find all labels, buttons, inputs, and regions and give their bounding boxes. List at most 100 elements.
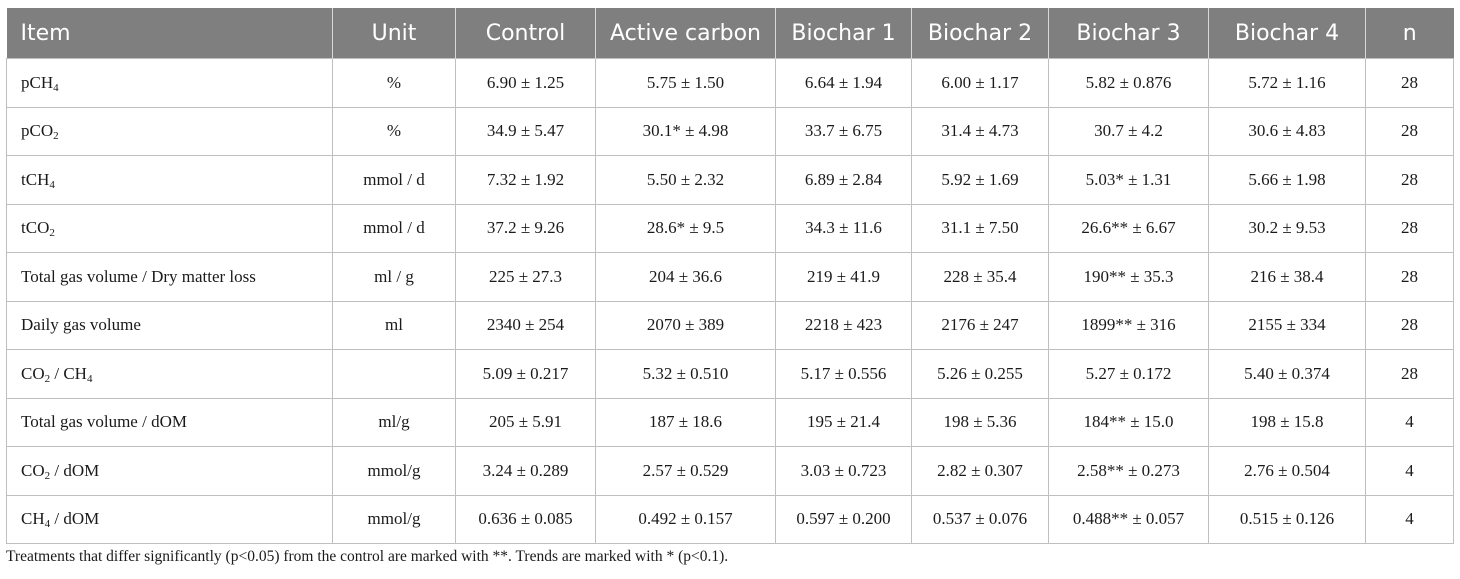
header-unit: Unit	[332, 8, 456, 59]
cell-value: 3.03 ± 0.723	[775, 446, 912, 496]
cell-value: 5.75 ± 1.50	[595, 58, 776, 108]
table-row: Total gas volume / dOM ml/g 205 ± 5.91 187 …	[6, 397, 1454, 447]
cell-value: 2340 ± 254	[455, 300, 596, 350]
cell-item: Total gas volume / dOM	[6, 397, 333, 447]
cell-value: 2.76 ± 0.504	[1208, 446, 1366, 496]
cell-value: 2155 ± 334	[1208, 300, 1366, 350]
cell-value: 30.7 ± 4.2	[1048, 106, 1209, 156]
cell-value: 2176 ± 247	[911, 300, 1049, 350]
cell-value: 6.00 ± 1.17	[911, 58, 1049, 108]
cell-item: CH4 / dOM	[6, 494, 333, 544]
cell-value: 5.50 ± 2.32	[595, 155, 776, 205]
cell-n: 4	[1365, 397, 1454, 447]
cell-item: Total gas volume / Dry matter loss	[6, 252, 333, 302]
cell-value: 5.66 ± 1.98	[1208, 155, 1366, 205]
cell-value: 30.6 ± 4.83	[1208, 106, 1366, 156]
item-text: / dOM	[50, 460, 100, 480]
header-biochar-1: Biochar 1	[775, 8, 912, 59]
item-subscript: 4	[44, 518, 51, 531]
cell-value: 1899** ± 316	[1048, 300, 1209, 350]
cell-value: 2218 ± 423	[775, 300, 912, 350]
cell-value: 2.58** ± 0.273	[1048, 446, 1209, 496]
item-text: CH	[29, 72, 54, 92]
cell-unit	[332, 349, 456, 399]
cell-value: 5.32 ± 0.510	[595, 349, 776, 399]
cell-n: 4	[1365, 446, 1454, 496]
item-subscript: 2	[44, 469, 51, 482]
cell-value: 195 ± 21.4	[775, 397, 912, 447]
header-row: Item Unit Control Active carbon Biochar …	[6, 8, 1454, 59]
cell-unit: ml	[332, 300, 456, 350]
cell-value: 228 ± 35.4	[911, 252, 1049, 302]
header-biochar-4: Biochar 4	[1208, 8, 1366, 59]
cell-value: 6.89 ± 2.84	[775, 155, 912, 205]
item-text: Total gas volume / Dry matter loss	[21, 266, 256, 286]
cell-n: 28	[1365, 300, 1454, 350]
cell-unit: mmol/g	[332, 494, 456, 544]
cell-value: 184** ± 15.0	[1048, 397, 1209, 447]
item-text: Total gas volume / dOM	[21, 412, 187, 432]
cell-item: pCH4	[6, 58, 333, 108]
cell-unit: %	[332, 58, 456, 108]
header-active-carbon: Active carbon	[595, 8, 776, 59]
item-text: CO	[21, 363, 45, 383]
item-text: CO	[25, 218, 50, 238]
cell-item: CO2 / CH4	[6, 349, 333, 399]
cell-unit: mmol / d	[332, 155, 456, 205]
item-subscript: 4	[49, 178, 55, 191]
cell-item: pCO2	[6, 106, 333, 156]
table-row: Total gas volume / Dry matter loss ml / g…	[6, 252, 1454, 302]
cell-item: Daily gas volume	[6, 300, 333, 350]
results-table: Item Unit Control Active carbon Biochar …	[6, 8, 1454, 544]
cell-n: 28	[1365, 155, 1454, 205]
cell-value: 205 ± 5.91	[455, 397, 596, 447]
item-text: t	[21, 218, 26, 238]
cell-value: 5.09 ± 0.217	[455, 349, 596, 399]
cell-value: 2.82 ± 0.307	[911, 446, 1049, 496]
cell-value: 187 ± 18.6	[595, 397, 776, 447]
item-text: / dOM	[50, 509, 100, 529]
cell-value: 28.6* ± 9.5	[595, 203, 776, 253]
cell-unit: ml/g	[332, 397, 456, 447]
cell-value: 5.27 ± 0.172	[1048, 349, 1209, 399]
cell-value: 204 ± 36.6	[595, 252, 776, 302]
cell-unit: ml / g	[332, 252, 456, 302]
header-biochar-2: Biochar 2	[911, 8, 1049, 59]
cell-value: 0.488** ± 0.057	[1048, 494, 1209, 544]
cell-value: 30.2 ± 9.53	[1208, 203, 1366, 253]
cell-value: 3.24 ± 0.289	[455, 446, 596, 496]
cell-value: 31.1 ± 7.50	[911, 203, 1049, 253]
item-text: / CH	[50, 363, 87, 383]
cell-value: 198 ± 5.36	[911, 397, 1049, 447]
cell-value: 34.9 ± 5.47	[455, 106, 596, 156]
cell-value: 219 ± 41.9	[775, 252, 912, 302]
cell-value: 34.3 ± 11.6	[775, 203, 912, 253]
cell-value: 5.17 ± 0.556	[775, 349, 912, 399]
cell-unit: %	[332, 106, 456, 156]
cell-unit: mmol/g	[332, 446, 456, 496]
table-footnote: Treatments that differ significantly (p<…	[6, 548, 729, 565]
cell-item: tCH4	[6, 155, 333, 205]
cell-value: 0.537 ± 0.076	[911, 494, 1049, 544]
cell-value: 6.90 ± 1.25	[455, 58, 596, 108]
header-control: Control	[455, 8, 596, 59]
item-text: Daily gas volume	[21, 315, 141, 335]
header-n: n	[1365, 8, 1454, 59]
cell-value: 5.26 ± 0.255	[911, 349, 1049, 399]
cell-n: 4	[1365, 494, 1454, 544]
item-text: CH	[21, 509, 45, 529]
table-row: pCH4% 6.90 ± 1.25 5.75 ± 1.50 6.64 ± 1.94 6.…	[6, 58, 1454, 108]
cell-value: 7.32 ± 1.92	[455, 155, 596, 205]
cell-value: 0.492 ± 0.157	[595, 494, 776, 544]
cell-item: tCO2	[6, 203, 333, 253]
item-subscript: 4	[86, 372, 93, 385]
item-subscript: 4	[53, 81, 59, 94]
cell-value: 30.1* ± 4.98	[595, 106, 776, 156]
cell-value: 31.4 ± 4.73	[911, 106, 1049, 156]
table-container: Item Unit Control Active carbon Biochar …	[6, 8, 1454, 544]
cell-value: 5.40 ± 0.374	[1208, 349, 1366, 399]
item-text: p	[21, 121, 30, 141]
cell-value: 5.72 ± 1.16	[1208, 58, 1366, 108]
cell-item: CO2 / dOM	[6, 446, 333, 496]
table-row: Daily gas volume ml 2340 ± 254 2070 ± 389 22…	[6, 300, 1454, 350]
